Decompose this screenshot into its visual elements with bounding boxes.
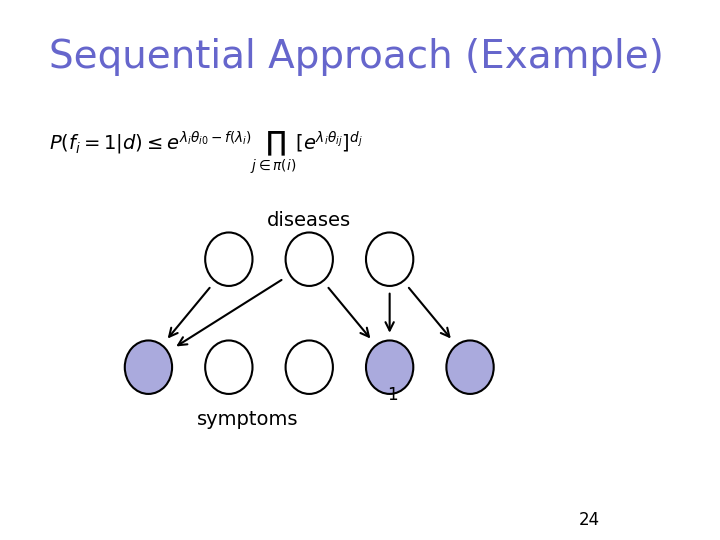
Text: 24: 24: [579, 511, 600, 529]
Text: 1: 1: [387, 386, 398, 404]
Text: diseases: diseases: [267, 211, 351, 229]
Text: Sequential Approach (Example): Sequential Approach (Example): [50, 38, 665, 76]
Ellipse shape: [125, 341, 172, 394]
Ellipse shape: [366, 232, 413, 286]
Ellipse shape: [366, 341, 413, 394]
Ellipse shape: [286, 341, 333, 394]
Ellipse shape: [286, 232, 333, 286]
Text: $P(f_i = 1 | d) \leq e^{\lambda_i \theta_{i0} - f(\lambda_i)} \prod_{j \in \pi(i: $P(f_i = 1 | d) \leq e^{\lambda_i \theta…: [50, 130, 363, 176]
Ellipse shape: [446, 341, 494, 394]
Text: symptoms: symptoms: [197, 410, 298, 429]
Ellipse shape: [205, 341, 253, 394]
Ellipse shape: [205, 232, 253, 286]
